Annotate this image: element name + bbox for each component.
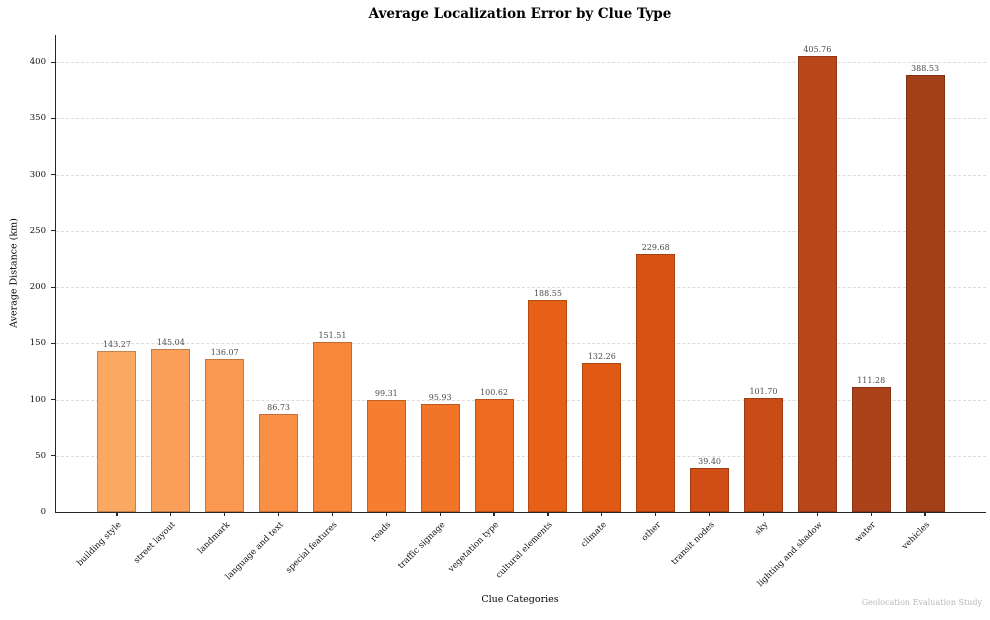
bar-value-label: 132.26 <box>587 352 616 362</box>
bar-value-label: 101.70 <box>749 386 778 396</box>
y-tick-mark <box>51 230 56 232</box>
x-tick-mark <box>170 512 172 516</box>
x-tick-mark <box>601 512 603 516</box>
gridline <box>56 343 986 345</box>
bar <box>366 400 406 512</box>
gridline <box>56 287 986 288</box>
chart-title: Average Localization Error by Clue Type <box>368 6 672 22</box>
bar-value-label: 188.55 <box>533 288 562 298</box>
x-tick-label: landmark <box>195 520 232 557</box>
x-tick-label: transit nodes <box>669 520 717 568</box>
bar <box>312 341 352 512</box>
footnote-text: Geolocation Evaluation Study <box>861 598 982 607</box>
x-tick-label: other <box>639 520 663 544</box>
y-tick-label: 50 <box>35 450 46 461</box>
bar <box>636 253 676 512</box>
bar-value-label: 86.73 <box>267 403 291 413</box>
bar <box>420 404 460 512</box>
y-tick-label: 0 <box>40 507 46 517</box>
bar-value-label: 229.68 <box>641 242 670 252</box>
gridline <box>56 62 986 63</box>
x-tick-label: traffic signage <box>396 520 448 572</box>
x-tick-mark <box>870 512 872 516</box>
x-tick-label: vegetation type <box>446 520 502 575</box>
x-tick-mark <box>224 512 226 516</box>
bar <box>205 358 245 512</box>
bar-value-label: 100.62 <box>480 387 509 397</box>
bar-value-label: 39.40 <box>698 456 722 466</box>
y-tick-mark <box>51 117 56 119</box>
x-tick-mark <box>116 512 118 516</box>
bar-value-label: 136.07 <box>210 347 239 357</box>
bar <box>528 299 568 512</box>
y-tick-label: 200 <box>29 282 46 292</box>
x-tick-label: cultural elements <box>494 520 556 581</box>
y-tick-label: 150 <box>29 338 46 349</box>
gridline <box>56 174 986 176</box>
y-tick-mark <box>51 342 56 344</box>
x-tick-label: roads <box>369 520 394 545</box>
bar-value-label: 99.31 <box>374 389 398 399</box>
y-tick-mark <box>51 61 56 63</box>
bar <box>690 467 730 512</box>
x-tick-mark <box>708 512 711 516</box>
x-tick-mark <box>385 512 387 516</box>
bar-value-label: 95.93 <box>428 393 452 403</box>
gridline <box>56 230 986 232</box>
bar-value-label: 151.51 <box>318 330 347 340</box>
x-axis-label: Clue Categories <box>481 594 559 605</box>
x-tick-mark <box>547 512 549 516</box>
bar <box>97 350 137 512</box>
x-tick-mark <box>493 512 495 516</box>
gridline <box>56 118 986 120</box>
y-tick-label: 300 <box>29 169 46 180</box>
x-tick-label: street layout <box>132 520 178 566</box>
gridline <box>56 455 986 457</box>
bar-value-label: 143.27 <box>102 339 131 349</box>
x-tick-mark <box>924 512 926 516</box>
x-tick-label: vehicles <box>900 520 933 552</box>
bar <box>151 348 191 512</box>
y-tick-mark <box>51 399 56 401</box>
x-tick-mark <box>655 512 657 516</box>
bar <box>743 397 783 512</box>
bar-value-label: 405.76 <box>803 44 832 54</box>
x-tick-label: water <box>853 520 879 545</box>
x-tick-mark <box>331 512 334 516</box>
bar <box>905 74 945 512</box>
bar-value-label: 145.04 <box>156 337 185 347</box>
bar <box>851 386 891 512</box>
y-tick-label: 350 <box>29 113 46 124</box>
y-tick-label: 100 <box>29 394 46 405</box>
x-tick-mark <box>277 512 280 516</box>
bar <box>259 414 299 512</box>
y-tick-mark <box>51 174 56 176</box>
gridline <box>56 399 986 401</box>
y-tick-mark <box>51 455 56 457</box>
plot-area: 143.27 building style 145.04 street layout 1… <box>51 35 986 589</box>
bar <box>797 55 837 512</box>
bar-value-label: 111.28 <box>857 375 886 385</box>
x-tick-label: special features <box>284 520 340 576</box>
x-tick-mark <box>816 512 818 516</box>
y-tick-label: 400 <box>29 57 46 67</box>
x-tick-label: language and text <box>223 520 286 583</box>
x-tick-mark <box>439 512 441 516</box>
x-tick-mark <box>762 512 765 516</box>
bar-value-label: 388.53 <box>911 63 940 73</box>
bar <box>582 363 622 512</box>
x-tick-label: climate <box>579 520 609 550</box>
y-tick-mark <box>51 286 56 288</box>
bar <box>474 398 514 512</box>
x-tick-label: building style <box>75 520 125 569</box>
y-tick-label: 250 <box>29 225 46 236</box>
x-tick-label: sky <box>753 520 771 538</box>
